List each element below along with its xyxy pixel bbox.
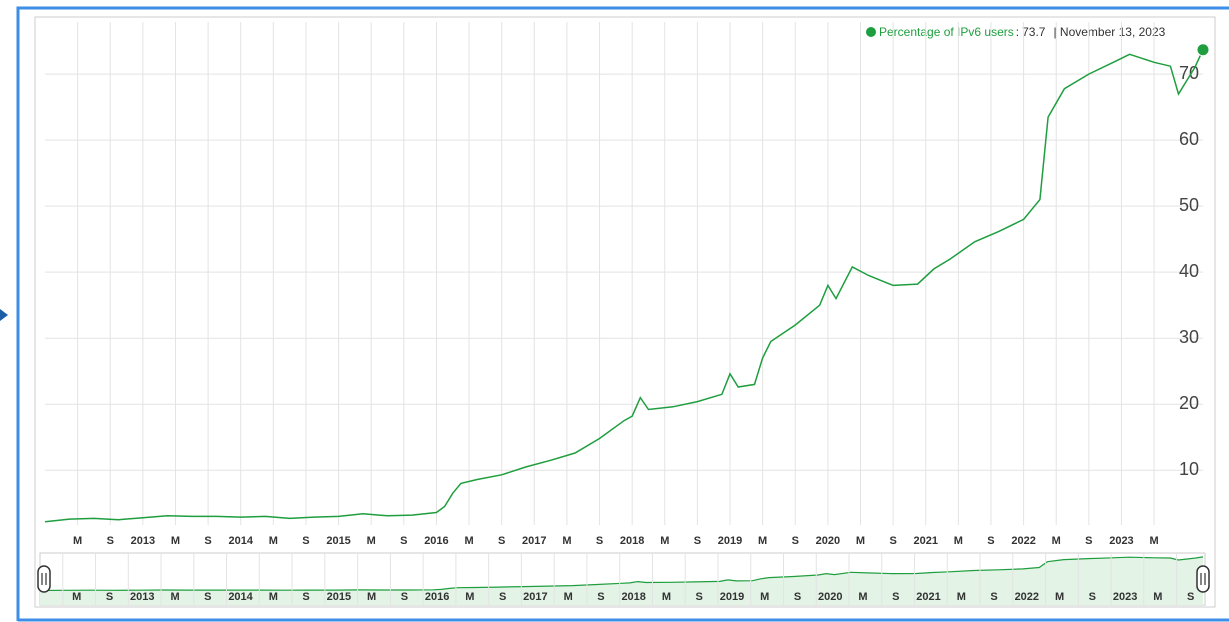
- x-tick-label: M: [660, 535, 669, 547]
- navigator-line: [39, 556, 1204, 592]
- navigator-tick-label: S: [1187, 591, 1194, 603]
- navigator-tick-label: S: [302, 591, 309, 603]
- series-line: [44, 49, 1204, 523]
- navigator-tick-label: 2017: [523, 591, 547, 603]
- navigator-tick-label: M: [465, 591, 474, 603]
- legend-dot: [866, 27, 876, 37]
- last-point-marker: [1196, 43, 1210, 57]
- x-tick-label: M: [367, 535, 376, 547]
- navigator-tick-label: 2015: [327, 591, 351, 603]
- y-tick-label: 40: [1179, 261, 1199, 281]
- navigator-tick-label: M: [1153, 591, 1162, 603]
- navigator-tick-label: 2020: [818, 591, 842, 603]
- navigator-tick-label: S: [597, 591, 604, 603]
- navigator-tick-label: M: [367, 591, 376, 603]
- navigator-area: [40, 556, 1203, 605]
- x-tick-label: S: [302, 535, 309, 547]
- x-tick-label: M: [1149, 535, 1158, 547]
- x-tick-label: S: [987, 535, 994, 547]
- navigator-tick-label: M: [957, 591, 966, 603]
- y-tick-label: 10: [1179, 459, 1199, 479]
- navigator-tick-label: S: [499, 591, 506, 603]
- x-tick-label: 2022: [1011, 535, 1035, 547]
- navigator-handle: [1196, 565, 1210, 593]
- handle-grip: [41, 573, 47, 585]
- navigator-tick-label: S: [401, 591, 408, 603]
- x-tick-label: 2013: [131, 535, 155, 547]
- navigator-tick-label: M: [858, 591, 867, 603]
- navigator-tick-label: M: [269, 591, 278, 603]
- navigator-tick-label: 2013: [130, 591, 154, 603]
- navigator-tick-label: 2016: [425, 591, 449, 603]
- navigator-tick-label: S: [990, 591, 997, 603]
- navigator-tick-label: S: [106, 591, 113, 603]
- navigator-tick-label: S: [204, 591, 211, 603]
- navigator-handle: [37, 565, 51, 593]
- x-tick-label: M: [954, 535, 963, 547]
- navigator-tick-label: M: [170, 591, 179, 603]
- x-tick-label: 2021: [913, 535, 937, 547]
- navigator-tick-label: S: [696, 591, 703, 603]
- x-tick-label: S: [889, 535, 896, 547]
- navigator-tick-label: 2021: [916, 591, 940, 603]
- x-tick-label: 2017: [522, 535, 546, 547]
- x-tick-label: S: [400, 535, 407, 547]
- legend-value: 73.7: [1022, 25, 1046, 39]
- x-tick-label: S: [792, 535, 799, 547]
- x-tick-label: 2020: [816, 535, 840, 547]
- chart-panel: [34, 16, 1216, 608]
- x-tick-label: 2015: [326, 535, 350, 547]
- x-tick-label: S: [107, 535, 114, 547]
- x-tick-label: S: [694, 535, 701, 547]
- navigator-tick-label: M: [72, 591, 81, 603]
- x-tick-label: M: [1052, 535, 1061, 547]
- x-tick-label: 2023: [1109, 535, 1133, 547]
- legend-date: | November 13, 2023: [1053, 25, 1165, 39]
- plot-area: M S 2013 M S 2014 M S 2015 M S 2016 M S 2017 M S 2018 M S 20…: [44, 22, 1210, 547]
- x-tick-label: M: [464, 535, 473, 547]
- navigator-tick-label: 2023: [1113, 591, 1137, 603]
- x-tick-label: M: [73, 535, 82, 547]
- x-tick-label: M: [171, 535, 180, 547]
- navigator-tick-label: M: [662, 591, 671, 603]
- x-tick-label: S: [204, 535, 211, 547]
- navigator-tick-label: 2018: [621, 591, 645, 603]
- legend-name: Percentage of IPv6 users: [879, 25, 1014, 39]
- y-tick-label: 50: [1179, 195, 1199, 215]
- x-tick-label: M: [856, 535, 865, 547]
- navigator-tick-label: S: [1089, 591, 1096, 603]
- x-tick-label: M: [758, 535, 767, 547]
- navigator-tick-label: S: [892, 591, 899, 603]
- x-tick-label: 2019: [718, 535, 742, 547]
- x-tick-label: 2016: [424, 535, 448, 547]
- x-tick-label: M: [562, 535, 571, 547]
- side-arrow: [0, 309, 8, 321]
- navigator-tick-label: 2019: [720, 591, 744, 603]
- navigator-tick-label: M: [1055, 591, 1064, 603]
- x-tick-label: 2014: [228, 535, 253, 547]
- navigator-tick-label: 2022: [1015, 591, 1039, 603]
- handle-grip: [1200, 573, 1206, 585]
- navigator-tick-label: M: [760, 591, 769, 603]
- x-tick-label: S: [498, 535, 505, 547]
- x-tick-label: 2018: [620, 535, 644, 547]
- frame: [16, 6, 1229, 621]
- x-tick-label: S: [596, 535, 603, 547]
- x-tick-label: S: [1085, 535, 1092, 547]
- navigator-tick-label: M: [564, 591, 573, 603]
- navigator-tick-label: S: [794, 591, 801, 603]
- legend: Percentage of IPv6 users : 73.7 | Novemb…: [866, 25, 1166, 39]
- x-tick-label: M: [269, 535, 278, 547]
- y-tick-label: 60: [1179, 129, 1199, 149]
- y-tick-label: 20: [1179, 393, 1199, 413]
- y-tick-label: 30: [1179, 327, 1199, 347]
- navigator-tick-label: 2014: [228, 591, 253, 603]
- legend-prefix: :: [1016, 25, 1019, 39]
